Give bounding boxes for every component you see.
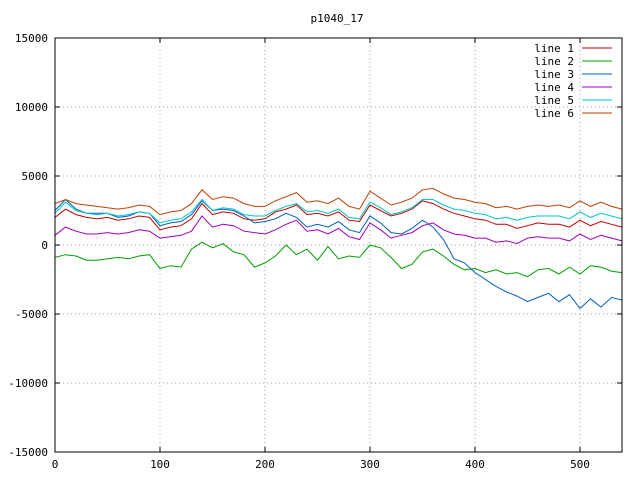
series-line-5 (54, 198, 623, 224)
series-line-6 (54, 187, 623, 216)
x-tick-label: 500 (570, 458, 590, 471)
x-tick-label: 300 (360, 458, 380, 471)
series-line-2 (54, 241, 623, 278)
y-tick-label: 5000 (22, 170, 49, 183)
y-tick-label: 10000 (15, 101, 48, 114)
y-tick-label: -10000 (8, 377, 48, 390)
y-tick-label: 0 (41, 239, 48, 252)
y-tick-label: 15000 (15, 32, 48, 45)
legend-label-1: line 1 (534, 42, 574, 55)
legend-label-6: line 6 (534, 107, 574, 120)
chart-title: p1040_17 (311, 12, 364, 25)
x-tick-label: 400 (465, 458, 485, 471)
series-line-1 (54, 200, 623, 231)
plot-frame (54, 37, 623, 453)
x-tick-label: 100 (150, 458, 170, 471)
grid (55, 38, 622, 452)
y-tick-label: -5000 (15, 308, 48, 321)
x-tick-label: 200 (255, 458, 275, 471)
series-line-4 (54, 215, 623, 245)
legend-label-2: line 2 (534, 55, 574, 68)
legend-label-5: line 5 (534, 94, 574, 107)
legend-label-3: line 3 (534, 68, 574, 81)
x-tick-label: 0 (52, 458, 59, 471)
legend-label-4: line 4 (534, 81, 574, 94)
axis-ticks: 0 100 200 300 400 500 -15000 -10000 -5000 0 5000 10… (8, 32, 622, 471)
series-group (54, 187, 623, 310)
y-tick-label: -15000 (8, 446, 48, 459)
